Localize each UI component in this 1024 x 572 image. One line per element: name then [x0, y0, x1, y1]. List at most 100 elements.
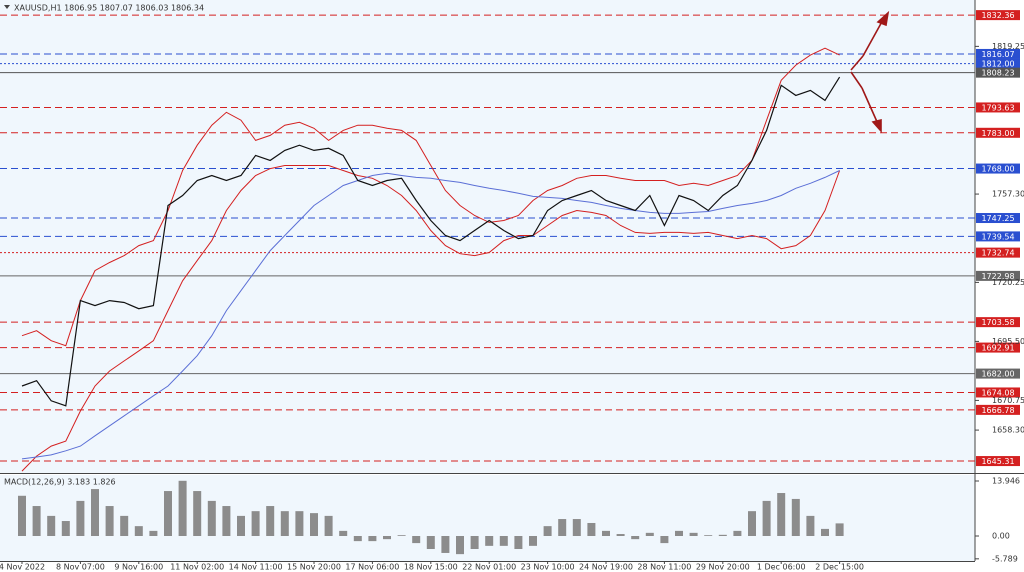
y-tick-label: 0.00 — [992, 532, 1010, 541]
level-label-box — [976, 247, 1020, 258]
macd-bar — [339, 530, 348, 537]
macd-bar — [762, 500, 771, 537]
menu-icon[interactable] — [4, 5, 10, 9]
macd-bar — [529, 536, 537, 546]
level-label: 1739.54 — [981, 232, 1014, 241]
price-series — [21, 165, 841, 472]
arrow-up-lead — [850, 55, 864, 71]
macd-bar — [470, 536, 479, 550]
macd-bar — [616, 534, 625, 537]
level-label: 1783.00 — [981, 129, 1014, 138]
macd-bar — [572, 519, 581, 537]
level-label: 1674.08 — [981, 388, 1014, 397]
x-tick-label: 18 Nov 15:00 — [404, 563, 458, 572]
forecast-arrows — [850, 10, 890, 134]
macd-bar — [426, 536, 435, 550]
macd-bar — [76, 500, 85, 537]
macd-bar — [222, 506, 231, 537]
level-label: 1692.91 — [981, 344, 1014, 353]
level-label: 1682.00 — [981, 370, 1014, 379]
macd-bar — [543, 526, 552, 537]
macd-bar — [777, 493, 786, 537]
x-tick-label: 23 Nov 10:00 — [521, 563, 575, 572]
macd-bar — [61, 521, 70, 537]
price-series — [21, 47, 840, 347]
x-tick-label: 9 Nov 16:00 — [114, 563, 163, 572]
x-tick-label: 24 Nov 19:00 — [579, 563, 633, 572]
x-tick-label: 17 Nov 06:00 — [345, 563, 399, 572]
level-label: 1808.23 — [981, 69, 1014, 78]
macd-bar — [18, 495, 26, 537]
macd-bar — [602, 530, 610, 537]
arrow-down-head — [871, 118, 882, 134]
macd-bar — [733, 530, 742, 537]
macd-bar — [207, 500, 216, 537]
x-tick-label: 29 Nov 20:00 — [696, 563, 750, 572]
level-label-box — [976, 48, 1020, 59]
level-label-box — [976, 270, 1020, 281]
levels — [0, 14, 975, 462]
macd-bar — [105, 506, 114, 537]
macd-bar — [295, 511, 304, 537]
level-label: 1812.00 — [981, 60, 1014, 69]
level-label: 1732.74 — [981, 249, 1014, 258]
level-label-box — [976, 10, 1020, 21]
level-label: 1666.78 — [981, 406, 1014, 415]
arrow-up — [862, 17, 885, 57]
macd-bar — [164, 491, 172, 537]
macd-panel — [0, 475, 975, 561]
macd-bar — [324, 515, 333, 537]
level-label-box — [976, 213, 1020, 224]
level-label: 1832.36 — [981, 11, 1014, 20]
macd-bar — [704, 535, 713, 537]
macd-bar — [383, 536, 391, 540]
macd-bar — [485, 536, 494, 546]
macd-bar — [353, 536, 362, 542]
y-tick-label: 1757.30 — [992, 190, 1024, 199]
macd-bar — [134, 526, 143, 537]
macd-bar — [193, 491, 202, 537]
level-label: 1722.98 — [981, 272, 1014, 281]
macd-bar — [660, 536, 669, 544]
macd-bar — [587, 522, 596, 537]
macd-bar — [835, 523, 844, 537]
macd-bar — [251, 511, 260, 537]
macd-bar — [806, 515, 815, 537]
y-tick-label: 1695.50 — [992, 337, 1024, 346]
y-tick-label: -5.789 — [992, 554, 1018, 563]
level-label-box — [976, 58, 1020, 69]
x-tick-label: 11 Nov 02:00 — [170, 563, 224, 572]
macd-bar — [558, 519, 567, 537]
arrow-down — [861, 87, 879, 125]
macd-bar — [441, 536, 450, 553]
y-tick-label: 1670.75 — [992, 396, 1024, 405]
macd-bar — [456, 536, 464, 555]
macd-bar — [91, 489, 99, 537]
level-label-box — [976, 231, 1020, 242]
level-label: 1793.63 — [981, 103, 1014, 112]
level-label-box — [976, 102, 1020, 113]
x-tick-label: 28 Nov 11:00 — [637, 563, 691, 572]
level-label: 1747.25 — [981, 214, 1014, 223]
macd-bar — [266, 506, 275, 537]
macd-bar — [689, 532, 698, 537]
price-series — [21, 170, 840, 460]
level-label-box — [976, 163, 1020, 174]
x-tick-label: 22 Nov 01:00 — [462, 563, 516, 572]
level-label: 1816.07 — [981, 50, 1014, 59]
level-label-box — [976, 317, 1020, 328]
y-tick-label: 1720.25 — [992, 278, 1024, 287]
macd-bar — [412, 536, 421, 544]
macd-bar — [718, 534, 727, 537]
macd-bar — [397, 535, 406, 537]
chart-title: XAUUSD,H1 1806.95 1807.07 1806.03 1806.3… — [14, 4, 204, 13]
series — [21, 47, 841, 472]
x-tick-label: 4 Nov 2022 — [0, 563, 45, 572]
level-label: 1768.00 — [981, 165, 1014, 174]
x-tick-label: 15 Nov 20:00 — [287, 563, 341, 572]
macd-bar — [675, 530, 683, 537]
price-series — [21, 76, 841, 407]
macd-bar — [645, 532, 654, 537]
